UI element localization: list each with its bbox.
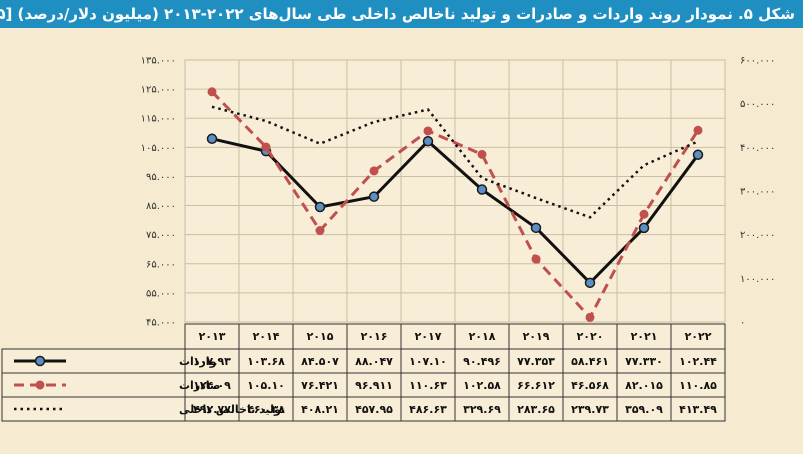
data-label: ۱۲۴.۰۹ <box>193 379 231 392</box>
x-tick-label: ۲۰۲۲ <box>685 330 712 343</box>
legend-marker-1 <box>34 355 46 367</box>
x-tick-label: ۲۰۱۸ <box>469 330 496 343</box>
data-label: ۳۵۹.۰۹ <box>625 403 663 416</box>
point-series-2 <box>261 142 271 152</box>
data-label: ۱۱۰.۶۳ <box>409 379 447 392</box>
x-tick-label: ۲۰۱۳ <box>199 330 226 343</box>
y-right-tick-label: ۴۰۰.۰۰۰ <box>740 143 775 154</box>
data-label: ۱۰۵.۱۰ <box>247 379 285 392</box>
point-series-2 <box>639 209 649 219</box>
point-series-1 <box>638 222 650 234</box>
data-label: ۱۰۲.۴۴ <box>679 355 717 368</box>
data-table <box>1 348 726 422</box>
point-series-1 <box>692 149 704 161</box>
y-left-tick-label: ۶۵.۰۰۰ <box>146 259 176 270</box>
data-label: ۵۸.۴۶۱ <box>571 355 609 368</box>
data-label: ۴۹۲.۷۷ <box>193 403 231 416</box>
y-right-tick-label: ۶۰۰.۰۰۰ <box>740 56 775 67</box>
x-tick-label: ۲۰۱۹ <box>523 330 550 343</box>
legend-label: صادرات <box>179 379 221 392</box>
data-label: ۸۲.۰۱۵ <box>625 379 663 392</box>
data-label: ۶۶.۶۱۲ <box>517 379 555 392</box>
y-left-tick-label: ۱۰۵.۰۰۰ <box>141 143 176 154</box>
data-label: ۲۸۳.۶۵ <box>517 403 555 416</box>
point-series-1 <box>206 133 218 145</box>
data-label: ۲۳۹.۷۳ <box>571 403 609 416</box>
x-tick-label: ۲۰۱۶ <box>361 330 388 343</box>
point-series-2 <box>585 312 595 322</box>
x-tick-label: ۲۰۲۱ <box>631 330 658 343</box>
y-right-tick-label: ۳۰۰.۰۰۰ <box>740 187 775 198</box>
data-label: ۹۶.۹۱۱ <box>355 379 393 392</box>
legend-label: واردات <box>179 355 217 368</box>
point-series-2 <box>531 254 541 264</box>
point-series-2 <box>693 125 703 135</box>
y-left-tick-label: ۴۵.۰۰۰ <box>146 318 176 329</box>
data-label: ۱۰۷.۱۰ <box>409 355 447 368</box>
line-chart: ۴۵.۰۰۰ ۵۵.۰۰۰ ۶۵.۰۰۰ ۷۵.۰۰۰ ۸۵.۰۰۰ ۹۵.۰۰۰ ۱۰۵.… <box>1 56 775 422</box>
y-right-tick-label: ۰ <box>740 318 745 329</box>
data-label: ۷۷.۳۵۳ <box>517 355 555 368</box>
x-tick-label: ۲۰۱۷ <box>415 330 442 343</box>
data-label: ۴۵۷.۹۵ <box>355 403 393 416</box>
data-label: ۸۸.۰۴۷ <box>355 355 393 368</box>
chart-title: شکل ۵. نمودار روند واردات و صادرات و تول… <box>0 0 803 28</box>
y-left-tick-label: ۹۵.۰۰۰ <box>146 172 176 183</box>
point-series-1 <box>314 201 326 213</box>
y-left-tick-label: ۱۱۵.۰۰۰ <box>141 114 176 125</box>
data-label: ۱۱۰.۸۵ <box>679 379 717 392</box>
point-series-2 <box>369 166 379 176</box>
data-label: ۱۰۲.۵۸ <box>463 379 501 392</box>
data-label: ۴۶.۵۶۸ <box>571 379 609 392</box>
data-label: ۱۰۷.۹۳ <box>193 355 231 368</box>
point-series-1 <box>422 135 434 147</box>
point-series-1 <box>476 184 488 195</box>
data-label: ۴۱۳.۴۹ <box>679 403 717 416</box>
data-label: ۴۰۸.۲۱ <box>301 403 339 416</box>
x-tick-label: ۲۰۱۴ <box>253 330 280 343</box>
data-label: ۴۸۶.۶۳ <box>409 403 447 416</box>
legend-marker-2 <box>35 380 45 390</box>
data-label: ۸۴.۵۰۷ <box>301 355 339 368</box>
data-label: ۹۰.۴۹۶ <box>463 355 501 368</box>
chart-panel: ۴۵.۰۰۰ ۵۵.۰۰۰ ۶۵.۰۰۰ ۷۵.۰۰۰ ۸۵.۰۰۰ ۹۵.۰۰۰ ۱۰۵.… <box>0 28 803 454</box>
series-line-2 <box>210 90 700 319</box>
y-right-tick-label: ۵۰۰.۰۰۰ <box>740 99 775 110</box>
point-series-1 <box>368 191 380 202</box>
y-left-tick-label: ۵۵.۰۰۰ <box>146 288 176 299</box>
data-label: ۴۶۰.۳۸ <box>247 403 285 416</box>
point-series-2 <box>423 126 433 136</box>
point-series-1 <box>584 277 596 289</box>
data-label: ۱۰۳.۶۸ <box>247 355 285 368</box>
point-series-1 <box>530 222 542 234</box>
point-series-2 <box>315 226 325 236</box>
data-label: ۷۷.۳۳۰ <box>625 355 663 368</box>
y-right-tick-label: ۲۰۰.۰۰۰ <box>740 230 775 241</box>
legend-label: تولید ناخالص داخلی <box>179 403 285 416</box>
y-left-tick-label: ۱۳۵.۰۰۰ <box>141 56 176 67</box>
y-left-tick-label: ۱۲۵.۰۰۰ <box>141 85 176 96</box>
data-label: ۳۲۹.۶۹ <box>463 403 501 416</box>
x-tick-label: ۲۰۱۵ <box>307 330 334 343</box>
y-left-tick-label: ۷۵.۰۰۰ <box>146 230 176 241</box>
x-tick-label: ۲۰۲۰ <box>577 330 604 343</box>
point-series-2 <box>207 87 217 97</box>
y-right-tick-label: ۱۰۰.۰۰۰ <box>740 274 775 285</box>
series-line-3 <box>211 105 699 219</box>
point-series-2 <box>477 149 487 159</box>
y-left-tick-label: ۸۵.۰۰۰ <box>146 201 176 212</box>
data-label: ۷۶.۴۲۱ <box>301 379 339 392</box>
series-line-1 <box>211 137 700 285</box>
